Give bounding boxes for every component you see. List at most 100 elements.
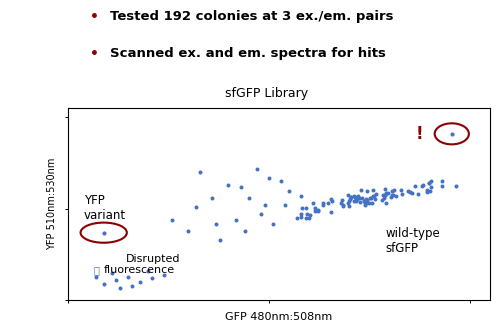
Point (314, 207, 322, 212)
Point (389, 193, 397, 198)
Point (338, 198, 346, 203)
Y-axis label: YFP 510nm:530nm: YFP 510nm:530nm (47, 158, 57, 250)
Point (427, 184, 435, 189)
Point (252, 166, 260, 171)
Point (306, 212, 314, 217)
Point (354, 195, 362, 201)
Point (285, 188, 293, 193)
Point (340, 202, 347, 207)
Point (112, 278, 120, 283)
Point (306, 215, 314, 220)
Point (371, 196, 379, 202)
Point (326, 196, 334, 201)
Point (240, 228, 248, 234)
Point (338, 203, 346, 209)
Point (216, 237, 224, 243)
Point (380, 193, 388, 198)
Point (370, 187, 378, 193)
Point (346, 196, 354, 202)
Point (348, 194, 356, 200)
Point (124, 274, 132, 279)
Point (366, 195, 374, 201)
Point (324, 201, 332, 206)
Point (136, 279, 144, 285)
Point (363, 197, 371, 202)
Text: •: • (90, 10, 99, 24)
Text: !: ! (416, 125, 424, 143)
Point (360, 198, 368, 203)
Point (354, 196, 362, 201)
Text: Tested 192 colonies at 3 ex./em. pairs: Tested 192 colonies at 3 ex./em. pairs (110, 10, 394, 23)
Point (358, 187, 366, 193)
Point (208, 195, 216, 201)
Point (398, 188, 406, 193)
Point (350, 193, 358, 199)
Point (144, 268, 152, 274)
Point (100, 230, 108, 235)
Point (354, 193, 362, 198)
Point (370, 193, 378, 198)
Point (362, 197, 370, 202)
Point (404, 189, 412, 194)
Point (384, 191, 392, 196)
Point (390, 188, 398, 193)
Point (448, 131, 456, 136)
Point (268, 221, 276, 226)
Point (382, 190, 390, 195)
Point (346, 203, 354, 208)
Point (372, 192, 380, 197)
Point (196, 170, 204, 175)
Point (100, 281, 108, 287)
Text: •: • (90, 47, 99, 61)
Point (344, 198, 352, 203)
Point (192, 204, 200, 210)
Point (381, 193, 389, 198)
Point (297, 211, 305, 216)
Point (408, 190, 416, 195)
Point (378, 197, 386, 203)
Point (392, 193, 400, 198)
Point (426, 181, 434, 186)
Point (370, 194, 378, 199)
Point (303, 212, 311, 217)
Point (419, 182, 427, 188)
Point (302, 205, 310, 211)
Text: Disrupted: Disrupted (126, 254, 180, 264)
Point (108, 270, 116, 276)
Point (328, 199, 336, 204)
Point (212, 221, 220, 226)
Point (320, 203, 328, 208)
Point (260, 203, 268, 208)
Point (302, 216, 310, 221)
Point (388, 188, 396, 193)
Point (352, 198, 360, 203)
Point (309, 201, 317, 206)
Text: YFP
variant: YFP variant (84, 194, 126, 222)
Point (426, 179, 434, 184)
Point (281, 203, 289, 208)
Point (298, 205, 306, 211)
Point (426, 188, 434, 193)
Point (388, 193, 396, 198)
Point (344, 200, 352, 205)
Point (224, 182, 232, 188)
Point (411, 183, 419, 189)
Text: wild-type
sfGFP: wild-type sfGFP (386, 227, 440, 255)
Point (358, 195, 366, 201)
Point (366, 195, 374, 200)
Point (438, 178, 446, 183)
Point (380, 186, 388, 191)
Point (277, 179, 285, 184)
Point (425, 180, 433, 185)
Text: fluorescence: fluorescence (104, 265, 175, 275)
X-axis label: GFP 480nm:508nm: GFP 480nm:508nm (225, 312, 332, 322)
Point (398, 191, 406, 196)
Point (362, 201, 370, 206)
Point (236, 184, 244, 190)
Point (297, 214, 305, 219)
Point (184, 228, 192, 234)
Point (327, 210, 335, 215)
Point (364, 201, 372, 206)
Point (128, 283, 136, 288)
Text: sfGFP Library: sfGFP Library (224, 87, 308, 99)
